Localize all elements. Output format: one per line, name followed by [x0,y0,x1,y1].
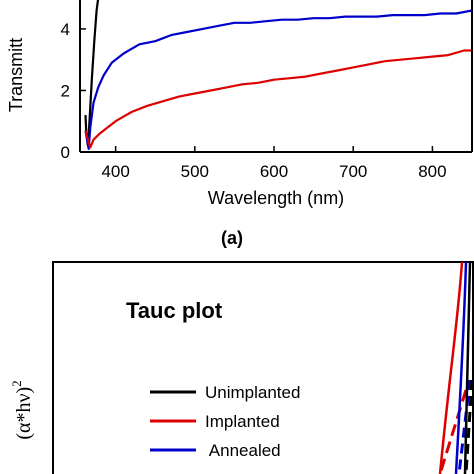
tauc-curve-implanted [438,261,464,474]
tauc-legend: Unimplanted Implanted Annealed [150,383,300,460]
series-line-unimplanted [84,0,100,147]
tauc-curve-annealed [454,261,468,474]
x-tick-label: 600 [260,162,288,181]
tauc-ylabel-power: 2 [9,380,24,387]
legend-label-implanted: Implanted [205,412,280,431]
transmittance-panel: 400 500 600 700 800 0 2 4 Transmitt Wavelength … [6,0,473,248]
transmittance-series-group [84,0,473,150]
y-tick-label: 4 [61,20,70,39]
a-ylabel: Transmitt [6,38,26,112]
panel-label-a: (a) [221,228,243,248]
legend-label-annealed: Annealed [205,441,281,460]
a-xlabel: Wavelength (nm) [208,188,344,208]
tauc-curve-implanted-fit [438,389,468,474]
y-tick-label: 2 [61,81,70,100]
tauc-frame [52,261,474,474]
a-tick-group: 400 500 600 700 800 0 2 4 [61,20,447,181]
series-line-annealed [84,9,473,150]
tauc-panel: Tauc plot Unimplanted Implanted Annealed… [9,261,474,474]
svg-text:(α*hν)2: (α*hν)2 [9,380,35,439]
y-tick-label: 0 [61,143,70,162]
tauc-ylabel-base: (α*hν) [13,387,35,440]
x-tick-label: 700 [339,162,367,181]
tauc-curve-unimplanted [463,261,472,474]
series-line-implanted [84,49,472,149]
tauc-title: Tauc plot [126,298,223,323]
legend-label-unimplanted: Unimplanted [205,383,300,402]
x-tick-label: 400 [101,162,129,181]
x-tick-label: 500 [181,162,209,181]
tauc-ylabel: (α*hν)2 [9,380,35,439]
x-tick-label: 800 [418,162,446,181]
